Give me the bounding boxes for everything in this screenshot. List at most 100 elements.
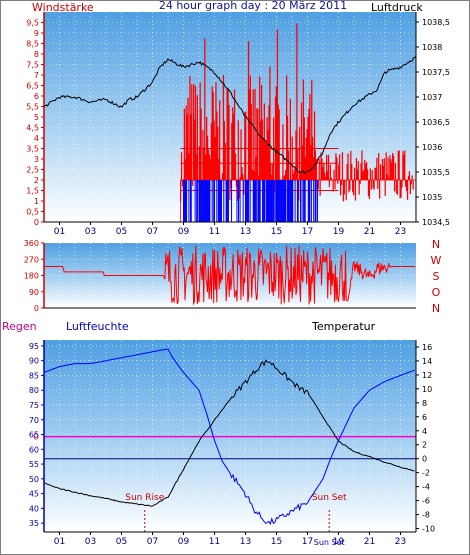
- x-tick-label: 01: [54, 537, 65, 547]
- chart-title: 24 hour graph day : 20 März 2011: [159, 0, 347, 12]
- sunset-label: Sun Set: [312, 493, 347, 503]
- y-tick-label: 12: [422, 371, 432, 380]
- x-tick-label: 21: [364, 537, 375, 547]
- y-tick-label: 2: [34, 176, 39, 185]
- y-tick-label: 8: [422, 399, 427, 408]
- y-tick-label: 1: [34, 197, 39, 206]
- y-tick-label: 1037,5: [422, 68, 450, 77]
- pressure-axis-ticks: 1034,5 1035 1035,5 1036 1036,5 1037 1037,5 1038…: [416, 18, 450, 227]
- y-tick-label: 0: [34, 304, 39, 313]
- y-tick-label: 70: [29, 416, 39, 425]
- y-tick-label: 65: [29, 431, 39, 440]
- x-tick-label: 17: [302, 227, 313, 237]
- x-tick-label: 13: [240, 537, 251, 547]
- y-tick-label: 1035,5: [422, 168, 450, 177]
- direction-axis-ticks: 0 90 180 270 360: [24, 239, 44, 313]
- x-tick-label: 21: [364, 227, 375, 237]
- compass-letter: N: [432, 238, 440, 251]
- y-tick-label: 1038,5: [422, 18, 450, 27]
- humidity-axis-ticks: 35 40 45 50 55 60 65 70 75 80 85 90 95: [29, 342, 44, 528]
- y-tick-label: 90: [29, 288, 39, 297]
- y-tick-label: 6,5: [26, 82, 39, 91]
- sunset-axis-label: Sun Set: [314, 538, 345, 547]
- y-tick-label: 85: [29, 371, 39, 380]
- y-tick-label: 2,5: [26, 166, 39, 175]
- y-tick-label: 75: [29, 401, 39, 410]
- x-tick-label: 01: [54, 227, 65, 237]
- y-tick-label: 5: [34, 113, 39, 122]
- x-tick-label: 03: [85, 537, 96, 547]
- compass-letter: W: [431, 254, 442, 267]
- y-tick-label: 1036: [422, 143, 442, 152]
- y-tick-label: 270: [24, 255, 39, 264]
- x-tick-label: 09: [178, 227, 190, 237]
- sunrise-label: Sun Rise: [125, 493, 164, 503]
- y-tick-label: 14: [422, 357, 432, 366]
- y-tick-label: 3: [34, 155, 39, 164]
- y-tick-label: 0: [422, 455, 427, 464]
- x-tick-label: 07: [147, 537, 158, 547]
- y-tick-label: 1,5: [26, 187, 39, 196]
- y-tick-label: 4,5: [26, 124, 39, 133]
- pressure-axis-title: Luftdruck: [371, 1, 423, 14]
- y-tick-label: 3,5: [26, 145, 39, 154]
- x-tick-label: 05: [116, 537, 127, 547]
- wind-axis-ticks: 00,5 11,5 22,5 33,5 44,5 55,5 66,5 77,5 88,5 99,5: [26, 19, 44, 227]
- x-tick-label: 19: [333, 227, 345, 237]
- x-tick-label: 13: [240, 227, 251, 237]
- wind-gust-bars: [183, 180, 319, 222]
- y-tick-label: -10: [422, 525, 435, 534]
- y-tick-label: -2: [422, 469, 430, 478]
- temperature-line: [43, 359, 415, 507]
- compass-letter: S: [433, 270, 440, 283]
- y-tick-label: 35: [29, 519, 39, 528]
- humidity-axis-title: Luftfeuchte: [66, 320, 129, 333]
- wind-axis-title: Windstärke: [32, 1, 94, 14]
- y-tick-label: 10: [422, 385, 432, 394]
- y-tick-label: 90: [29, 357, 39, 366]
- y-tick-label: 7,5: [26, 61, 39, 70]
- rain-axis-title: Regen: [2, 320, 37, 333]
- y-tick-label: -8: [422, 511, 430, 520]
- y-tick-label: 6: [34, 92, 39, 101]
- y-tick-label: 1035: [422, 193, 442, 202]
- y-tick-label: 16: [422, 343, 432, 352]
- y-tick-label: 4: [422, 427, 427, 436]
- y-tick-label: 9: [34, 29, 39, 38]
- y-tick-label: 180: [24, 272, 39, 281]
- y-tick-label: 5,5: [26, 103, 39, 112]
- y-tick-label: 7: [34, 71, 39, 80]
- x-tick-label: 11: [209, 227, 220, 237]
- wind-speed-trace: [44, 23, 416, 223]
- x-tick-label: 15: [271, 227, 282, 237]
- x-tick-label: 09: [178, 537, 190, 547]
- humidity-line: [43, 348, 415, 526]
- x-tick-label: 17: [302, 537, 313, 547]
- x-tick-label: 11: [209, 537, 220, 547]
- y-tick-label: 45: [29, 490, 39, 499]
- y-tick-label: 1038: [422, 43, 442, 52]
- y-tick-label: 8: [34, 50, 39, 59]
- y-tick-label: 55: [29, 460, 39, 469]
- y-tick-label: 0: [34, 218, 39, 227]
- y-tick-label: 40: [29, 504, 39, 513]
- rain-zero-label: 0: [33, 433, 39, 443]
- y-tick-label: 1037: [422, 93, 442, 102]
- y-tick-label: 1036,5: [422, 118, 450, 127]
- x-tick-label: 07: [147, 227, 158, 237]
- y-tick-label: 50: [29, 475, 39, 484]
- y-tick-label: -4: [422, 483, 430, 492]
- y-tick-label: 1034,5: [422, 218, 450, 227]
- temperature-axis-ticks: -10 -8 -6 -4 -2 0 2 4 6 8 10 12 14 16: [416, 343, 435, 534]
- temperature-axis-title: Temperatur: [311, 320, 376, 333]
- y-tick-label: -6: [422, 497, 430, 506]
- y-tick-label: 60: [29, 445, 39, 454]
- y-tick-label: 9,5: [26, 19, 39, 28]
- pressure-line: [43, 55, 417, 175]
- x-tick-label: 03: [85, 227, 96, 237]
- y-tick-label: 360: [24, 239, 39, 248]
- y-tick-label: 80: [29, 386, 39, 395]
- y-tick-label: 8,5: [26, 40, 39, 49]
